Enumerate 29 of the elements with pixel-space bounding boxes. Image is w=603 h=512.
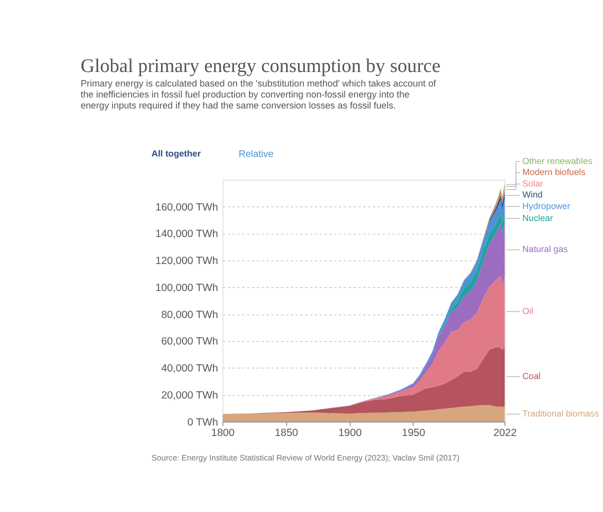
y-tick-label: 20,000 TWh (161, 390, 218, 402)
x-tick-label: 2022 (493, 428, 517, 439)
y-tick-label: 60,000 TWh (161, 336, 218, 348)
series-label: Natural gas (522, 244, 568, 254)
x-tick-label: 1900 (338, 428, 362, 439)
y-tick-label: 120,000 TWh (155, 256, 218, 268)
series-label: Wind (522, 190, 543, 200)
series-label: Traditional biomass (522, 408, 600, 419)
text: Other renewables (522, 156, 593, 166)
y-tick-label: 0 TWh (187, 417, 218, 428)
text: All together (152, 148, 202, 158)
series-label: Solar (522, 178, 544, 188)
text: Modern biofuels (522, 167, 586, 178)
series-label: Nuclear (522, 212, 553, 223)
source-note: Source: Energy Institute Statistical Review of World Energy (2023); Vaclav Smil (2017) (152, 453, 460, 462)
series-label: Hydropower (522, 200, 570, 211)
text: Relative (238, 149, 274, 160)
y-tick-label: 160,000 TWh (155, 202, 218, 214)
y-tick-label: 100,000 TWh (155, 282, 218, 294)
series-label: Oil (522, 306, 534, 316)
y-tick-label: 140,000 TWh (155, 229, 218, 240)
x-tick-label: 1950 (402, 428, 426, 439)
y-tick-label: 80,000 TWh (161, 310, 218, 321)
chart-title: Global primary energy consumption by source (80, 56, 440, 78)
x-tick-label: 1850 (274, 428, 298, 439)
y-tick-label: 40,000 TWh (161, 364, 218, 375)
x-tick-label: 1800 (211, 428, 235, 439)
series-label: Coal (522, 371, 541, 382)
chart-subtitle: Primary energy is calculated based on the 'substitution method' which takes account of the inefficiencies in fossil fuel production by converting non-fossil energy into the energy inputs required if they had the same conversion losses as fossil fuels. (80, 78, 436, 110)
